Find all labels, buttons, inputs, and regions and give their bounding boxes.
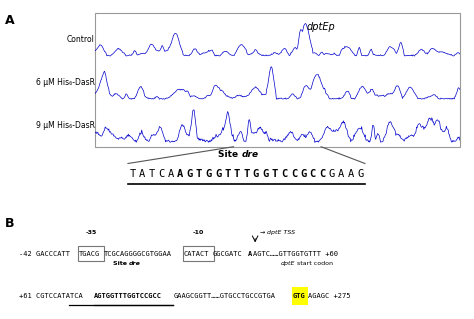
Text: B: B [5, 217, 14, 230]
Text: G: G [186, 169, 193, 179]
Text: C: C [319, 169, 326, 179]
Text: C: C [310, 169, 316, 179]
Text: +61 CGTCCATATCA: +61 CGTCCATATCA [19, 293, 82, 299]
Text: dptE TSS: dptE TSS [267, 230, 295, 235]
Text: AGTGGTTTGGTCCGCC: AGTGGTTTGGTCCGCC [94, 293, 162, 299]
Text: TGACG: TGACG [79, 251, 100, 257]
Text: A: A [167, 169, 174, 179]
Text: T: T [224, 169, 231, 179]
Text: T: T [272, 169, 278, 179]
Text: →: → [260, 230, 267, 235]
Text: AGTC……GTTGGTGTTT +60: AGTC……GTTGGTGTTT +60 [253, 251, 338, 257]
Text: Control: Control [67, 35, 95, 44]
Text: G: G [328, 169, 335, 179]
Text: GAAGCGGTT……GTGCCTGCCGTGA: GAAGCGGTT……GTGCCTGCCGTGA [173, 293, 275, 299]
Text: G: G [262, 169, 269, 179]
Text: Site: Site [219, 150, 242, 159]
Text: dptE: dptE [281, 261, 295, 266]
Text: TCGCAGGGGCGTGGAA: TCGCAGGGGCGTGGAA [104, 251, 172, 257]
Text: AGAGC +275: AGAGC +275 [308, 293, 350, 299]
Text: G: G [357, 169, 364, 179]
Text: T: T [243, 169, 250, 179]
Text: T: T [129, 169, 136, 179]
Text: start codon: start codon [295, 261, 333, 266]
Text: T: T [148, 169, 155, 179]
Text: G: G [253, 169, 259, 179]
Text: A: A [177, 169, 183, 179]
Text: dre: dre [128, 261, 141, 266]
Text: 6 μM His₆-DasR: 6 μM His₆-DasR [36, 78, 95, 87]
Text: G: G [300, 169, 307, 179]
Bar [95, 13, 460, 147]
Text: C: C [158, 169, 164, 179]
Text: C: C [291, 169, 297, 179]
Text: -35: -35 [85, 230, 97, 235]
Text: G: G [215, 169, 221, 179]
Text: dre: dre [242, 150, 259, 159]
Text: A: A [338, 169, 345, 179]
Text: -42 GACCCATT: -42 GACCCATT [19, 251, 70, 257]
Text: GTG: GTG [293, 293, 305, 299]
Text: A: A [248, 251, 252, 257]
Text: dptEp: dptEp [307, 22, 336, 32]
Text: T: T [196, 169, 202, 179]
Text: A: A [5, 14, 14, 27]
Text: GGCGATC: GGCGATC [213, 251, 243, 257]
Text: T: T [234, 169, 240, 179]
Text: A: A [347, 169, 354, 179]
Text: CATACT: CATACT [183, 251, 209, 257]
Text: C: C [281, 169, 288, 179]
FancyBboxPatch shape [292, 287, 308, 305]
Text: 9 μM His₆-DasR: 9 μM His₆-DasR [36, 122, 95, 130]
Text: A: A [139, 169, 146, 179]
Text: Site: Site [112, 261, 128, 266]
Text: G: G [205, 169, 212, 179]
Text: -10: -10 [192, 230, 204, 235]
